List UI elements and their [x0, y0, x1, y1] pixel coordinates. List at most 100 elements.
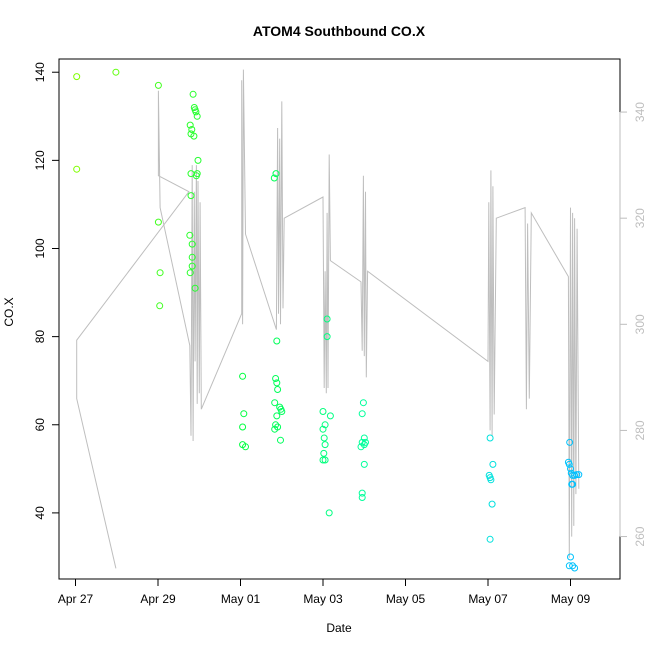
data-point — [278, 408, 286, 415]
x-tick-label: May 05 — [386, 592, 426, 606]
data-point — [239, 372, 247, 380]
data-point — [274, 386, 282, 393]
data-point — [321, 421, 329, 429]
data-point — [323, 315, 331, 323]
data-point — [358, 494, 366, 501]
data-point — [321, 456, 329, 464]
x-tick-label: May 01 — [221, 592, 261, 606]
y2-tick-label: 340 — [633, 102, 647, 122]
data-point — [569, 562, 577, 570]
data-point — [240, 410, 248, 418]
data-point — [242, 443, 249, 451]
data-point — [186, 231, 194, 239]
data-point — [194, 156, 202, 164]
data-point — [487, 476, 495, 484]
y-tick-label: 140 — [33, 62, 47, 82]
y2-tick-label: 260 — [633, 526, 647, 546]
data-point — [73, 165, 81, 173]
data-point — [358, 489, 366, 497]
data-point — [359, 399, 367, 407]
data-point — [188, 262, 196, 270]
data-point — [319, 408, 327, 415]
chart-title: ATOM4 Southbound CO.X — [253, 23, 426, 39]
data-point — [271, 399, 279, 407]
data-point — [239, 423, 247, 431]
data-point — [156, 302, 164, 310]
data-point — [193, 170, 201, 178]
data-point — [188, 126, 196, 133]
data-point — [326, 412, 334, 420]
data-point — [188, 253, 196, 261]
secondary-series-group — [76, 69, 580, 569]
data-point — [565, 460, 573, 468]
x-tick-label: Apr 29 — [140, 592, 176, 606]
data-point — [190, 132, 198, 140]
data-point — [358, 410, 366, 418]
x-tick-label: May 09 — [551, 592, 591, 606]
data-point — [323, 333, 331, 341]
points-group — [73, 68, 583, 572]
data-point — [567, 465, 574, 473]
data-point — [272, 170, 280, 178]
y2-tick-label: 280 — [633, 420, 647, 440]
data-point — [358, 438, 366, 446]
data-point — [321, 441, 329, 449]
data-point — [569, 480, 577, 488]
data-point — [272, 421, 280, 429]
data-point — [566, 438, 574, 446]
data-point — [320, 434, 328, 442]
data-point — [277, 436, 284, 444]
data-point — [272, 375, 280, 382]
data-point — [325, 509, 333, 517]
data-point — [567, 553, 574, 561]
data-point — [186, 269, 194, 277]
plot-frame — [58, 58, 621, 580]
data-point — [488, 500, 496, 508]
y-tick-label: 60 — [33, 418, 47, 432]
secondary-series-line — [76, 69, 580, 569]
data-point — [360, 434, 368, 442]
data-point — [156, 269, 164, 277]
y-tick-label: 120 — [33, 150, 47, 170]
data-point — [319, 425, 327, 433]
y2-tick-label: 300 — [633, 314, 647, 334]
data-point — [362, 438, 369, 446]
data-point — [273, 337, 281, 345]
data-point — [573, 471, 581, 479]
data-point — [360, 460, 368, 468]
y-axis-right: 260 280 300 320 340 — [619, 102, 647, 547]
data-point — [271, 425, 279, 433]
y-axis-left: 40 60 80 100 120 140 — [33, 62, 60, 520]
data-point — [320, 449, 328, 457]
data-point — [154, 218, 162, 226]
data-point — [319, 456, 327, 464]
data-point — [187, 192, 195, 200]
data-point — [154, 81, 162, 89]
data-point — [575, 471, 583, 479]
data-point — [192, 108, 200, 116]
data-point — [73, 73, 81, 81]
y-tick-label: 100 — [33, 238, 47, 258]
data-point — [186, 121, 194, 129]
data-point — [191, 284, 199, 292]
data-point — [273, 379, 281, 387]
y-tick-label: 40 — [33, 506, 47, 520]
y2-tick-label: 320 — [633, 208, 647, 228]
data-point — [357, 443, 365, 451]
data-point — [489, 460, 497, 468]
y-tick-label: 80 — [33, 330, 47, 344]
data-point — [188, 240, 196, 248]
data-point — [270, 174, 278, 182]
x-tick-label: Apr 27 — [58, 592, 94, 606]
data-point — [571, 564, 579, 572]
data-point — [112, 68, 120, 76]
data-point — [189, 90, 197, 98]
x-axis-label: Date — [326, 621, 352, 635]
x-tick-label: May 07 — [468, 592, 508, 606]
data-point — [486, 535, 494, 543]
data-point — [273, 412, 281, 420]
x-axis: Apr 27 Apr 29 May 01 May 03 May 05 May 07 May … — [58, 578, 591, 606]
data-point — [193, 112, 201, 120]
